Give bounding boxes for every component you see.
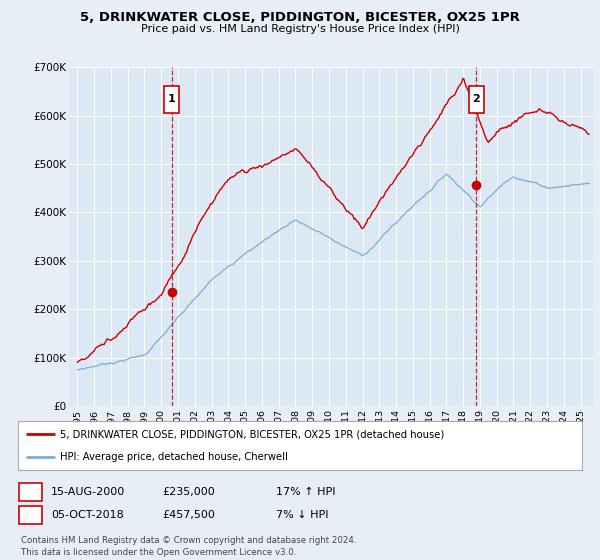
Text: 05-OCT-2018: 05-OCT-2018 [51, 510, 124, 520]
Text: 1: 1 [27, 487, 34, 497]
Text: 17% ↑ HPI: 17% ↑ HPI [276, 487, 335, 497]
Text: Contains HM Land Registry data © Crown copyright and database right 2024.: Contains HM Land Registry data © Crown c… [21, 536, 356, 545]
Text: 2: 2 [27, 510, 34, 520]
Text: This data is licensed under the Open Government Licence v3.0.: This data is licensed under the Open Gov… [21, 548, 296, 557]
Text: 7% ↓ HPI: 7% ↓ HPI [276, 510, 329, 520]
Text: Price paid vs. HM Land Registry's House Price Index (HPI): Price paid vs. HM Land Registry's House … [140, 24, 460, 34]
FancyBboxPatch shape [469, 86, 484, 113]
Text: £457,500: £457,500 [162, 510, 215, 520]
Text: 15-AUG-2000: 15-AUG-2000 [51, 487, 125, 497]
Text: 5, DRINKWATER CLOSE, PIDDINGTON, BICESTER, OX25 1PR (detached house): 5, DRINKWATER CLOSE, PIDDINGTON, BICESTE… [60, 430, 445, 440]
Text: 5, DRINKWATER CLOSE, PIDDINGTON, BICESTER, OX25 1PR: 5, DRINKWATER CLOSE, PIDDINGTON, BICESTE… [80, 11, 520, 24]
FancyBboxPatch shape [164, 86, 179, 113]
Text: HPI: Average price, detached house, Cherwell: HPI: Average price, detached house, Cher… [60, 452, 288, 462]
Text: £235,000: £235,000 [162, 487, 215, 497]
Text: 1: 1 [168, 95, 176, 104]
Text: 2: 2 [472, 95, 480, 104]
